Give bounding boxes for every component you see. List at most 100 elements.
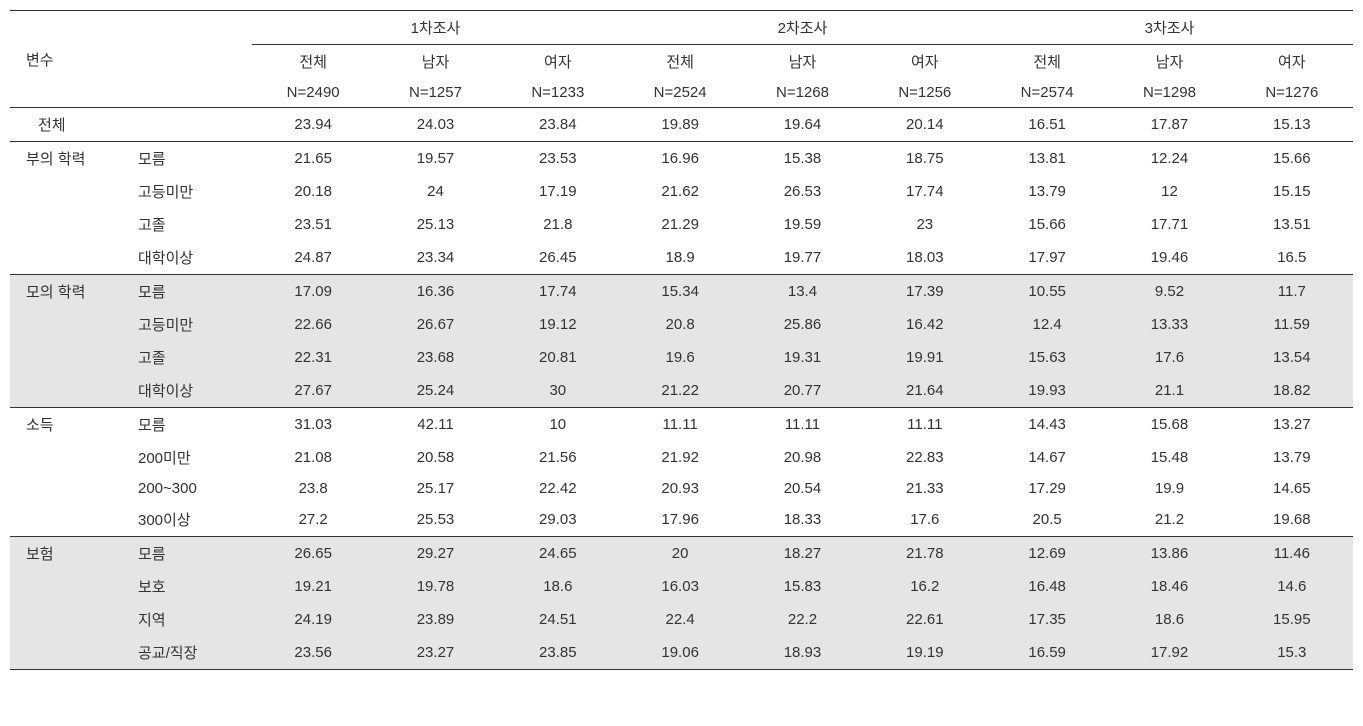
table-row: 200미만21.0820.5821.5621.9220.9822.8314.67… xyxy=(10,441,1353,474)
cell-value: 17.96 xyxy=(619,503,741,537)
cell-value: 30 xyxy=(497,374,619,408)
header-variable: 변수 xyxy=(10,11,252,108)
cell-value: 16.03 xyxy=(619,570,741,603)
cell-value: 25.13 xyxy=(374,208,496,241)
cell-value: 21.64 xyxy=(864,374,986,408)
cell-value: 19.78 xyxy=(374,570,496,603)
cell-value: 20.14 xyxy=(864,108,986,142)
cell-value: 20.81 xyxy=(497,341,619,374)
subgroup-label: 모름 xyxy=(130,142,252,176)
cell-value: 21.92 xyxy=(619,441,741,474)
cell-value: 24.51 xyxy=(497,603,619,636)
cell-value: 24 xyxy=(374,175,496,208)
cell-value: 11.59 xyxy=(1231,308,1353,341)
cell-value: 19.64 xyxy=(741,108,863,142)
cell-value: 11.46 xyxy=(1231,537,1353,571)
cell-value: 15.13 xyxy=(1231,108,1353,142)
cell-value: 12 xyxy=(1108,175,1230,208)
cell-value: 16.2 xyxy=(864,570,986,603)
cell-value: 19.12 xyxy=(497,308,619,341)
cell-value: 29.27 xyxy=(374,537,496,571)
cell-value: 18.03 xyxy=(864,241,986,275)
cell-value: 15.83 xyxy=(741,570,863,603)
cell-value: 14.65 xyxy=(1231,474,1353,503)
cell-value: 20.8 xyxy=(619,308,741,341)
cell-value: 20.54 xyxy=(741,474,863,503)
cell-value: 31.03 xyxy=(252,408,374,442)
cell-value: 14.6 xyxy=(1231,570,1353,603)
cell-value: 18.9 xyxy=(619,241,741,275)
cell-value: 18.46 xyxy=(1108,570,1230,603)
header-survey-3: 3차조사 xyxy=(986,11,1353,45)
cell-value: 26.53 xyxy=(741,175,863,208)
cell-value: 26.67 xyxy=(374,308,496,341)
cell-value: 27.67 xyxy=(252,374,374,408)
cell-value: 13.79 xyxy=(986,175,1108,208)
subgroup-label: 공교/직장 xyxy=(130,636,252,670)
cell-value: 18.93 xyxy=(741,636,863,670)
cell-value: 24.19 xyxy=(252,603,374,636)
cell-value: 13.51 xyxy=(1231,208,1353,241)
cell-value: 25.53 xyxy=(374,503,496,537)
subgroup-label: 모름 xyxy=(130,275,252,309)
cell-value: 20.5 xyxy=(986,503,1108,537)
table-row: 대학이상27.6725.243021.2220.7721.6419.9321.1… xyxy=(10,374,1353,408)
cell-value: 23.27 xyxy=(374,636,496,670)
cell-value: 23.53 xyxy=(497,142,619,176)
cell-value: 22.2 xyxy=(741,603,863,636)
cell-value: 19.57 xyxy=(374,142,496,176)
cell-value: 12.4 xyxy=(986,308,1108,341)
cell-value: 18.6 xyxy=(1108,603,1230,636)
cell-value: 17.19 xyxy=(497,175,619,208)
header-n: N=1256 xyxy=(864,78,986,108)
cell-value: 11.11 xyxy=(741,408,863,442)
cell-value: 19.31 xyxy=(741,341,863,374)
table-row: 대학이상24.8723.3426.4518.919.7718.0317.9719… xyxy=(10,241,1353,275)
cell-value: 17.87 xyxy=(1108,108,1230,142)
header-col: 여자 xyxy=(864,45,986,79)
table-row: 고등미만22.6626.6719.1220.825.8616.4212.413.… xyxy=(10,308,1353,341)
header-col: 남자 xyxy=(741,45,863,79)
cell-value: 11.11 xyxy=(864,408,986,442)
cell-value: 27.2 xyxy=(252,503,374,537)
cell-value: 17.39 xyxy=(864,275,986,309)
cell-value: 15.15 xyxy=(1231,175,1353,208)
cell-value: 23 xyxy=(864,208,986,241)
cell-value: 17.71 xyxy=(1108,208,1230,241)
cell-value: 20.77 xyxy=(741,374,863,408)
header-n: N=1276 xyxy=(1231,78,1353,108)
cell-value: 21.33 xyxy=(864,474,986,503)
cell-value: 21.08 xyxy=(252,441,374,474)
cell-value: 13.54 xyxy=(1231,341,1353,374)
cell-value: 18.27 xyxy=(741,537,863,571)
cell-value: 23.56 xyxy=(252,636,374,670)
subgroup-label: 고등미만 xyxy=(130,175,252,208)
cell-value: 18.33 xyxy=(741,503,863,537)
subgroup-label: 보호 xyxy=(130,570,252,603)
header-n: N=1298 xyxy=(1108,78,1230,108)
cell-value: 17.6 xyxy=(1108,341,1230,374)
cell-value: 22.61 xyxy=(864,603,986,636)
cell-value: 13.81 xyxy=(986,142,1108,176)
cell-value: 18.75 xyxy=(864,142,986,176)
header-col: 남자 xyxy=(374,45,496,79)
cell-value: 24.03 xyxy=(374,108,496,142)
cell-value: 15.48 xyxy=(1108,441,1230,474)
subgroup-label: 200미만 xyxy=(130,441,252,474)
cell-value: 26.45 xyxy=(497,241,619,275)
group-label: 모의 학력 xyxy=(10,275,130,408)
table-row: 고졸23.5125.1321.821.2919.592315.6617.7113… xyxy=(10,208,1353,241)
table-row: 200~30023.825.1722.4220.9320.5421.3317.2… xyxy=(10,474,1353,503)
header-col: 여자 xyxy=(497,45,619,79)
cell-value: 11.7 xyxy=(1231,275,1353,309)
cell-value: 17.74 xyxy=(497,275,619,309)
table-row: 300이상27.225.5329.0317.9618.3317.620.521.… xyxy=(10,503,1353,537)
header-survey-2: 2차조사 xyxy=(619,11,986,45)
cell-value: 23.94 xyxy=(252,108,374,142)
cell-value: 19.19 xyxy=(864,636,986,670)
cell-value: 17.29 xyxy=(986,474,1108,503)
header-col: 전체 xyxy=(252,45,374,79)
cell-value: 29.03 xyxy=(497,503,619,537)
cell-value: 12.69 xyxy=(986,537,1108,571)
cell-value: 15.63 xyxy=(986,341,1108,374)
